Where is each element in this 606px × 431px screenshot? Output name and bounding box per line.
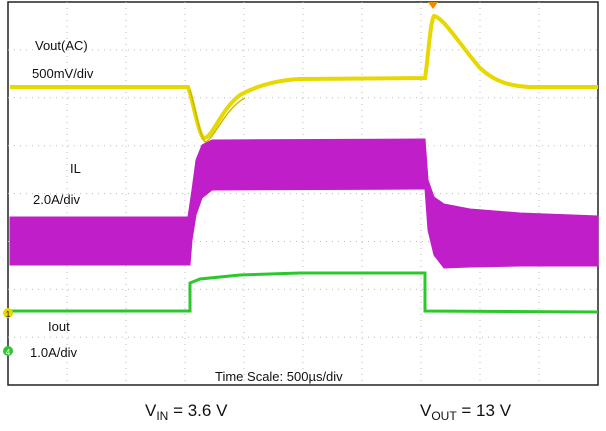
iout-trace	[10, 271, 599, 314]
value: = 3.6 V	[168, 401, 228, 420]
condition-vout: VOUT = 13 V	[420, 401, 512, 423]
subscript: IN	[156, 409, 168, 423]
channel-scale: 2.0A/div	[33, 192, 80, 207]
ch4-marker-label: 4	[6, 348, 11, 357]
ch4-marker	[3, 346, 13, 356]
ch1-marker	[3, 308, 13, 318]
condition-vin: VIN = 3.6 V	[145, 401, 228, 423]
channel-name: Iout	[48, 319, 70, 334]
channel-name: IL	[70, 161, 81, 176]
value: = 13 V	[457, 401, 512, 420]
channel-scale: 1.0A/div	[30, 345, 77, 360]
symbol: V	[420, 401, 432, 420]
channel-scale: 500mV/div	[32, 66, 94, 81]
subscript: OUT	[431, 409, 457, 423]
symbol: V	[145, 401, 157, 420]
il-trace-transient	[424, 138, 599, 269]
trigger-marker	[428, 2, 438, 9]
ch1-marker-label: 1	[6, 310, 11, 319]
vout-trace-ripple	[189, 89, 246, 143]
scope-screen	[7, 1, 599, 386]
time-scale: Time Scale: 500µs/div	[215, 369, 343, 384]
channel-name: Vout(AC)	[35, 38, 88, 53]
